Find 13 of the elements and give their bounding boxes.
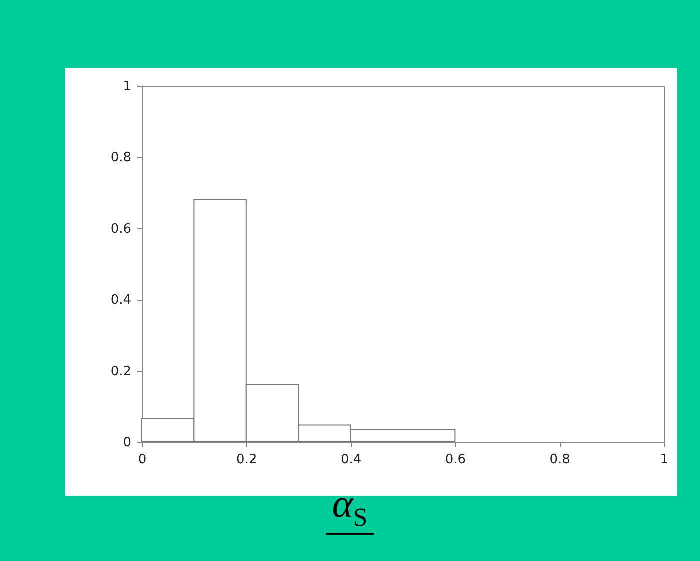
x-axis-title: α$_{S}$	[326, 481, 374, 535]
y-tick-label: 0.2	[110, 364, 132, 380]
x-tick-label: 0.8	[550, 452, 570, 468]
y-tick-label: 0	[123, 436, 132, 450]
x-tick-label: 0.4	[340, 452, 362, 468]
x-tick-label: 1	[660, 452, 669, 468]
y-tick-label: 0.6	[110, 222, 132, 237]
x-tick-label: 0.6	[445, 452, 466, 468]
y-tick-label: 0.4	[110, 293, 132, 308]
x-tick-label: 0	[138, 452, 147, 468]
x-tick-label: 0.2	[236, 452, 258, 468]
y-tick-label: 1	[123, 80, 132, 94]
y-tick-label: 0.8	[110, 150, 132, 166]
